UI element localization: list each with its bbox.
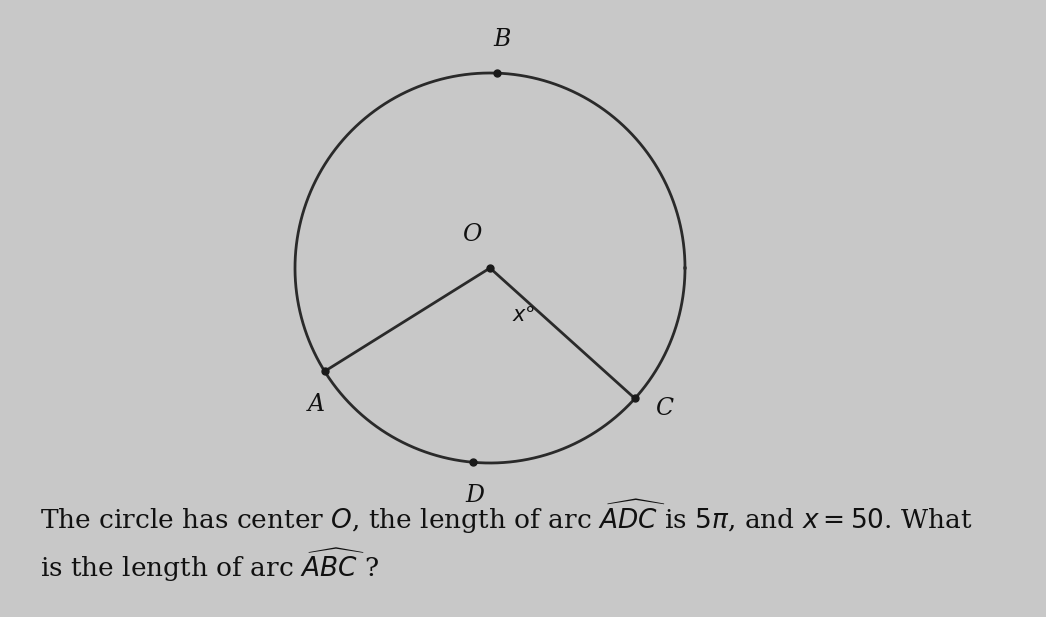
Text: The circle has center $O$, the length of arc $\widehat{ADC}$ is $5\pi$, and $x =: The circle has center $O$, the length of…: [40, 498, 973, 536]
Text: C: C: [655, 397, 673, 420]
Text: B: B: [493, 28, 510, 51]
Text: $x$°: $x$°: [511, 306, 536, 325]
Text: O: O: [462, 223, 482, 246]
Text: D: D: [465, 484, 484, 507]
Text: A: A: [309, 393, 325, 416]
Text: is the length of arc $\widehat{ABC}$ ?: is the length of arc $\widehat{ABC}$ ?: [40, 546, 379, 584]
